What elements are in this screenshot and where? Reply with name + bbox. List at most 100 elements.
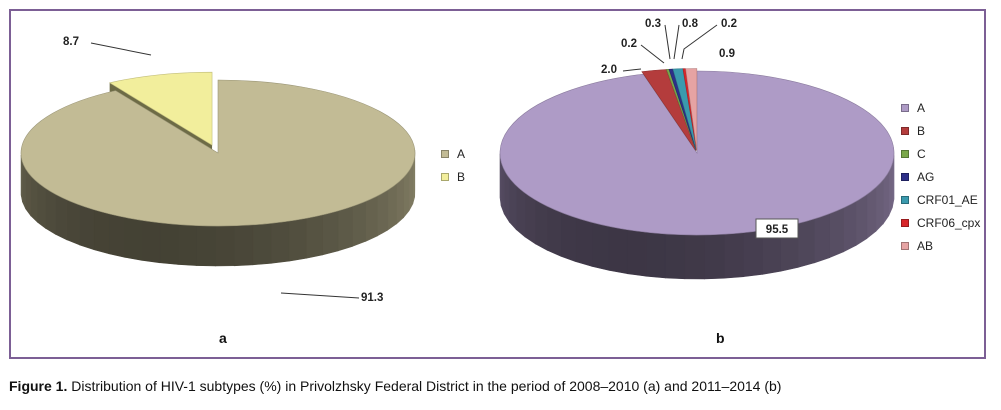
legend-swatch xyxy=(441,172,449,181)
pie-a-side-A xyxy=(322,210,339,256)
pie-b-side-A xyxy=(575,217,593,267)
data-label-b-AG: 0.3 xyxy=(645,18,661,30)
legend-swatch xyxy=(901,241,909,250)
legend-item-a-A: A xyxy=(441,142,465,165)
data-label-a-A: 91.3 xyxy=(361,292,383,304)
data-label-b-B: 2.0 xyxy=(601,64,617,76)
caption-label: Figure 1. xyxy=(9,378,68,394)
pie-b-side-A xyxy=(524,192,536,245)
pie-a-side-A xyxy=(108,213,126,258)
pie-b-side-A xyxy=(829,207,844,259)
legend-item-b-CRF01_AE: CRF01_AE xyxy=(901,188,980,211)
leader-b-CRF01_AE xyxy=(673,24,680,60)
pie-b-side-A xyxy=(664,233,686,280)
pie-b-side-A xyxy=(843,200,857,253)
pie-a-side-A xyxy=(196,225,216,267)
legend-label: A xyxy=(917,100,926,115)
pie-b-slice-A xyxy=(499,70,895,236)
legend-item-a-B: B xyxy=(441,165,465,188)
legend-item-b-C: C xyxy=(901,142,980,165)
pie-b-side-A xyxy=(591,221,610,271)
pie-b-side-A xyxy=(704,233,725,280)
pie-a-side-A xyxy=(159,222,179,265)
leader-b-C xyxy=(640,44,665,64)
pie-a-side-A xyxy=(233,224,254,267)
leader-b-AG xyxy=(664,24,671,60)
pie-chart-a: 8.7 91.3 xyxy=(20,36,416,304)
legend-label: A xyxy=(457,146,466,161)
pie-b-side-A xyxy=(645,231,666,279)
legend-item-b-B: B xyxy=(901,119,980,142)
data-label-b-AB: 0.9 xyxy=(719,48,735,60)
legend-label: CRF01_AE xyxy=(917,192,978,207)
pie-a-side-A xyxy=(408,163,414,211)
caption-text: Distribution of HIV-1 subtypes (%) in Pr… xyxy=(67,378,782,394)
legend-label: B xyxy=(457,169,466,184)
legend-label: B xyxy=(917,123,926,138)
data-label-b-A: 95.5 xyxy=(766,224,789,236)
pie-b-side-A xyxy=(560,211,577,263)
legend-label: C xyxy=(917,146,926,161)
pie-a-slice-B xyxy=(108,71,213,146)
pie-a-side-A xyxy=(45,187,56,235)
pie-a-slice-A xyxy=(20,79,416,227)
pie-a-side-A xyxy=(124,216,143,261)
data-label-b-CRF01_AE: 0.8 xyxy=(682,18,699,30)
legend-swatch xyxy=(441,149,449,158)
pie-a-side-A xyxy=(270,220,290,264)
data-label-b-CRF06_cpx: 0.2 xyxy=(721,18,737,30)
pie-a-side-A xyxy=(288,217,307,262)
pie-a-side-A xyxy=(25,167,31,217)
legend-swatch xyxy=(901,149,909,158)
leader-b-B xyxy=(622,68,642,72)
pie-a-side-A xyxy=(93,209,110,255)
legend-swatch xyxy=(901,172,909,181)
pie-a-side-A xyxy=(365,195,378,242)
legend-swatch xyxy=(901,103,909,112)
legend-swatch xyxy=(901,195,909,204)
pie-b-side-A xyxy=(684,234,705,280)
pie-a-side-A xyxy=(337,205,353,252)
pie-b-side-A xyxy=(608,226,628,275)
legend-b: A B C AG CRF01_AE CRF06_cpx AB xyxy=(901,96,980,257)
pie-a-side-A xyxy=(55,193,68,241)
data-label-b-A-box xyxy=(755,218,799,239)
legend-item-b-CRF06_cpx: CRF06_cpx xyxy=(901,211,980,234)
pie-b-side-A xyxy=(814,213,830,264)
pie-a-side-A xyxy=(22,161,26,209)
legend-label: AG xyxy=(917,169,935,184)
legend-item-b-AB: AB xyxy=(901,234,980,257)
pie-a-side-A xyxy=(66,199,80,246)
pie-a-side-A xyxy=(387,183,397,231)
pie-panel-b: 2.0 0.2 0.3 0.8 0.2 0.9 95.5 A B C AG CRF01_AE CRF0… xyxy=(489,11,986,357)
legend-label: AB xyxy=(917,238,934,253)
pie-a-side-A xyxy=(215,225,235,267)
data-label-a-B: 8.7 xyxy=(63,36,79,48)
figure-caption: Figure 1. Distribution of HIV-1 subtypes… xyxy=(9,378,781,394)
pie-b-side-A xyxy=(866,186,877,240)
pie-a-side-A xyxy=(252,222,272,266)
leader-b-CRF06_cpx xyxy=(681,24,718,60)
pie-b-side-A xyxy=(626,229,647,277)
panel-label-b: b xyxy=(716,330,725,346)
legend-label: CRF06_cpx xyxy=(917,215,981,230)
data-label-b-C: 0.2 xyxy=(621,38,637,50)
legend-item-b-A: A xyxy=(901,96,980,119)
pie-b-side-A xyxy=(547,205,562,257)
pie-b-slice-B xyxy=(641,69,697,151)
pie-a-side-A xyxy=(141,220,161,264)
leader-a-B xyxy=(90,42,152,56)
pie-a-side-A xyxy=(177,224,197,266)
pie-b-side-A xyxy=(875,178,884,233)
pie-b-side-A xyxy=(515,184,526,238)
pie-b-side-A xyxy=(535,199,548,251)
pie-b-sides xyxy=(499,147,895,280)
pie-b-side-A xyxy=(855,194,868,246)
pie-b-side-A xyxy=(882,170,890,225)
legend-swatch xyxy=(901,218,909,227)
pie-a-side-A xyxy=(396,176,404,225)
panel-label-a: a xyxy=(219,330,227,346)
